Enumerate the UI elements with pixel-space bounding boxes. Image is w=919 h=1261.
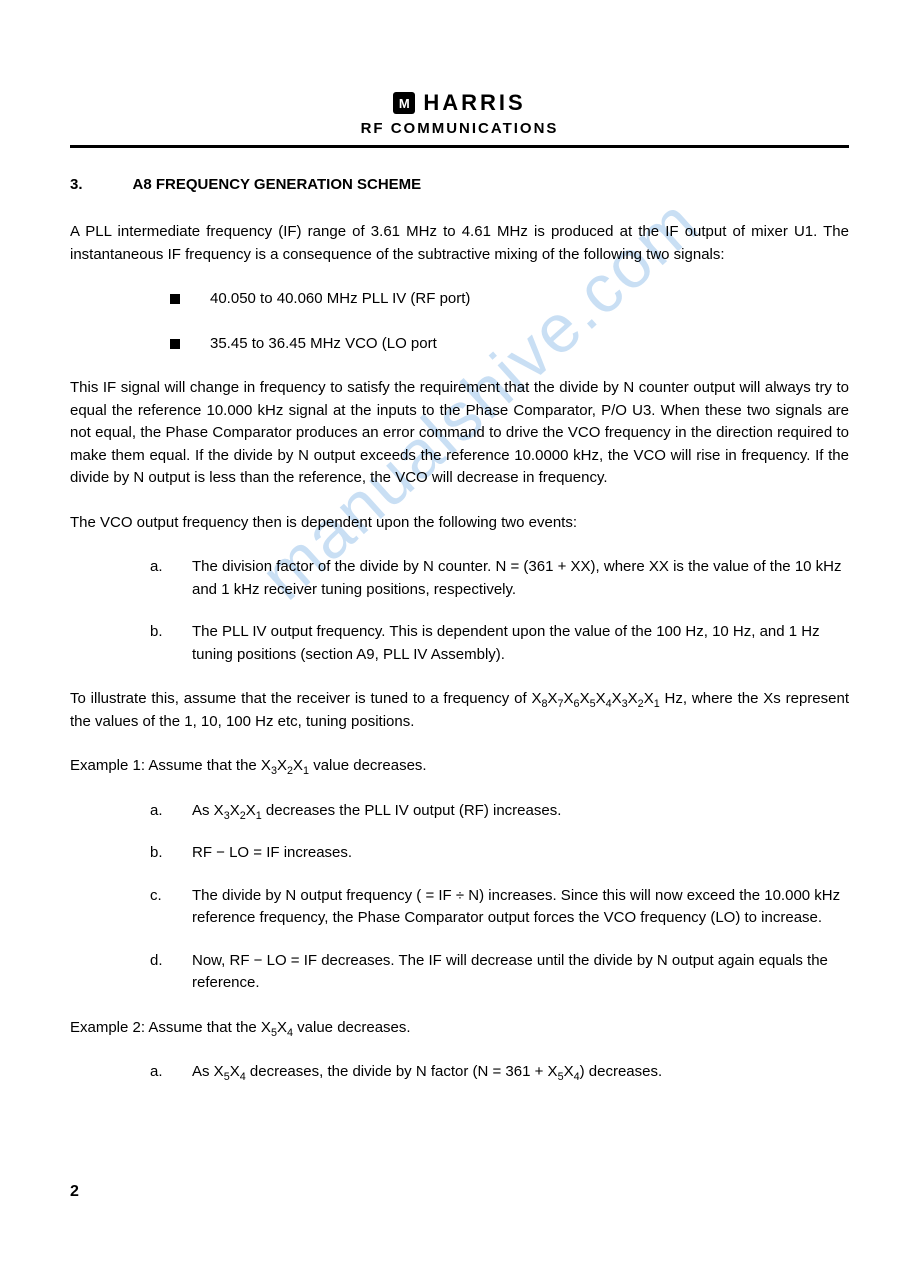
- list-text: The PLL IV output frequency. This is dep…: [192, 621, 849, 666]
- list-item: c. The divide by N output frequency ( = …: [150, 885, 849, 930]
- list-marker: c.: [150, 885, 168, 930]
- example-1-heading: Example 1: Assume that the X3X2X1 value …: [70, 755, 849, 778]
- list-item: a. As X3X2X1 decreases the PLL IV output…: [150, 800, 849, 823]
- page-number: 2: [70, 1183, 79, 1201]
- letter-list-2: a. As X3X2X1 decreases the PLL IV output…: [150, 800, 849, 995]
- brand-logo-icon: M: [393, 92, 415, 114]
- bullet-item: 40.050 to 40.060 MHz PLL IV (RF port): [170, 288, 849, 311]
- text-run: X: [612, 690, 622, 707]
- text-run: X: [596, 690, 606, 707]
- list-text: As X3X2X1 decreases the PLL IV output (R…: [192, 800, 561, 823]
- text-run: decreases the PLL IV output (RF) increas…: [262, 802, 562, 819]
- header-rule: [70, 145, 849, 148]
- text-run: X: [548, 690, 558, 707]
- paragraph-2: This IF signal will change in frequency …: [70, 377, 849, 490]
- bullet-item: 35.45 to 36.45 MHz VCO (LO port: [170, 333, 849, 356]
- text-run: To illustrate this, assume that the rece…: [70, 690, 541, 707]
- list-marker: b.: [150, 842, 168, 865]
- text-run: X: [230, 1063, 240, 1080]
- text-run: X: [644, 690, 654, 707]
- list-text: Now, RF − LO = IF decreases. The IF will…: [192, 950, 849, 995]
- text-run: As X: [192, 802, 224, 819]
- text-run: X: [293, 757, 303, 774]
- page-content: M HARRIS RF COMMUNICATIONS 3. A8 FREQUEN…: [70, 90, 849, 1084]
- document-page: manualshive.com M HARRIS RF COMMUNICATIO…: [0, 0, 919, 1261]
- text-run: Example 2: Assume that the X: [70, 1019, 271, 1036]
- text-run: X: [277, 757, 287, 774]
- text-run: Example 1: Assume that the X: [70, 757, 271, 774]
- bullet-list-1: 40.050 to 40.060 MHz PLL IV (RF port) 35…: [170, 288, 849, 355]
- paragraph-1: A PLL intermediate frequency (IF) range …: [70, 221, 849, 266]
- list-marker: b.: [150, 621, 168, 666]
- list-text: The divide by N output frequency ( = IF …: [192, 885, 849, 930]
- text-run: X: [277, 1019, 287, 1036]
- list-item: b. The PLL IV output frequency. This is …: [150, 621, 849, 666]
- page-header: M HARRIS RF COMMUNICATIONS: [70, 90, 849, 137]
- list-text: As X5X4 decreases, the divide by N facto…: [192, 1061, 662, 1084]
- list-item: a. The division factor of the divide by …: [150, 556, 849, 601]
- bullet-text: 40.050 to 40.060 MHz PLL IV (RF port): [210, 288, 470, 311]
- square-bullet-icon: [170, 339, 180, 349]
- section-number: 3.: [70, 176, 83, 193]
- text-run: ) decreases.: [580, 1063, 663, 1080]
- text-run: X: [564, 690, 574, 707]
- square-bullet-icon: [170, 294, 180, 304]
- list-item: b. RF − LO = IF increases.: [150, 842, 849, 865]
- text-run: decreases, the divide by N factor (N = 3…: [246, 1063, 558, 1080]
- text-run: As X: [192, 1063, 224, 1080]
- paragraph-4: To illustrate this, assume that the rece…: [70, 688, 849, 733]
- list-marker: a.: [150, 556, 168, 601]
- list-text: RF − LO = IF increases.: [192, 842, 352, 865]
- text-run: X: [246, 802, 256, 819]
- brand-name: HARRIS: [423, 90, 525, 116]
- text-run: value decreases.: [309, 757, 427, 774]
- letter-list-3: a. As X5X4 decreases, the divide by N fa…: [150, 1061, 849, 1084]
- list-item: d. Now, RF − LO = IF decreases. The IF w…: [150, 950, 849, 995]
- bullet-text: 35.45 to 36.45 MHz VCO (LO port: [210, 333, 437, 356]
- list-marker: a.: [150, 1061, 168, 1084]
- text-run: X: [580, 690, 590, 707]
- example-2-heading: Example 2: Assume that the X5X4 value de…: [70, 1017, 849, 1040]
- text-run: X: [230, 802, 240, 819]
- paragraph-3: The VCO output frequency then is depende…: [70, 512, 849, 535]
- list-marker: d.: [150, 950, 168, 995]
- letter-list-1: a. The division factor of the divide by …: [150, 556, 849, 666]
- list-item: a. As X5X4 decreases, the divide by N fa…: [150, 1061, 849, 1084]
- brand-subhead: RF COMMUNICATIONS: [70, 120, 849, 137]
- section-heading: 3. A8 FREQUENCY GENERATION SCHEME: [70, 176, 849, 193]
- text-run: X: [564, 1063, 574, 1080]
- list-text: The division factor of the divide by N c…: [192, 556, 849, 601]
- text-run: value decreases.: [293, 1019, 411, 1036]
- list-marker: a.: [150, 800, 168, 823]
- section-title: A8 FREQUENCY GENERATION SCHEME: [133, 176, 422, 193]
- text-run: X: [628, 690, 638, 707]
